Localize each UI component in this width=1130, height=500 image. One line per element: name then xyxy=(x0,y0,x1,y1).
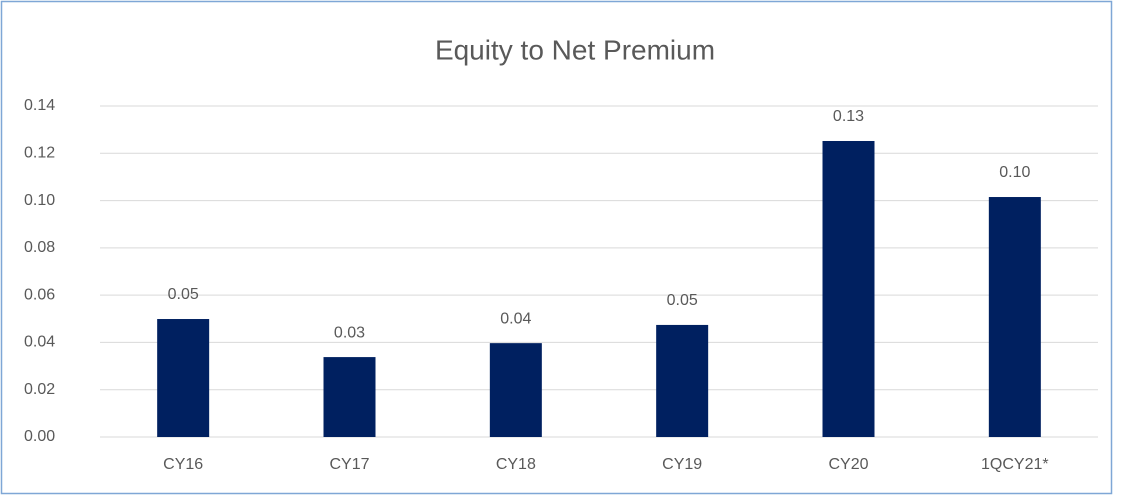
value-label: 0.05 xyxy=(168,286,199,303)
y-tick-label: 0.10 xyxy=(24,192,55,209)
x-tick-label: 1QCY21* xyxy=(981,456,1049,473)
x-tick-label: CY18 xyxy=(496,456,536,473)
y-tick-label: 0.14 xyxy=(24,97,55,114)
value-label: 0.03 xyxy=(334,324,365,341)
x-tick-label: CY20 xyxy=(828,456,868,473)
bar xyxy=(656,324,709,437)
value-label: 0.10 xyxy=(999,164,1030,181)
x-tick-label: CY17 xyxy=(329,456,369,473)
bar xyxy=(157,319,210,437)
bar xyxy=(822,140,875,437)
y-tick-label: 0.12 xyxy=(24,145,55,162)
bar xyxy=(323,357,376,437)
bar xyxy=(988,197,1041,437)
y-tick-label: 0.02 xyxy=(24,381,55,398)
x-tick-label: CY16 xyxy=(163,456,203,473)
value-label: 0.05 xyxy=(667,292,698,309)
y-tick-label: 0.00 xyxy=(24,428,55,445)
y-tick-label: 0.06 xyxy=(24,286,55,303)
y-tick-label: 0.08 xyxy=(24,239,55,256)
value-label: 0.13 xyxy=(833,108,864,125)
x-tick-label: CY19 xyxy=(662,456,702,473)
bar xyxy=(489,343,542,437)
value-label: 0.04 xyxy=(500,310,531,327)
y-tick-label: 0.04 xyxy=(24,334,55,351)
chart-title: Equity to Net Premium xyxy=(435,34,715,65)
